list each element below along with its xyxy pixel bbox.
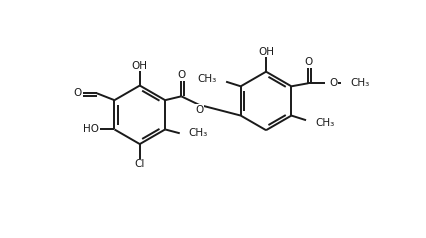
Text: Cl: Cl — [135, 159, 145, 169]
Text: CH₃: CH₃ — [315, 118, 334, 128]
Text: CH₃: CH₃ — [188, 128, 207, 138]
Text: O: O — [74, 88, 82, 98]
Text: OH: OH — [132, 60, 148, 70]
Text: O: O — [196, 105, 204, 115]
Text: CH₃: CH₃ — [350, 78, 369, 88]
Text: O: O — [177, 70, 185, 80]
Text: CH₃: CH₃ — [198, 74, 217, 84]
Text: O: O — [329, 78, 337, 88]
Text: O: O — [304, 57, 312, 67]
Text: HO: HO — [83, 124, 98, 134]
Text: OH: OH — [258, 47, 274, 57]
